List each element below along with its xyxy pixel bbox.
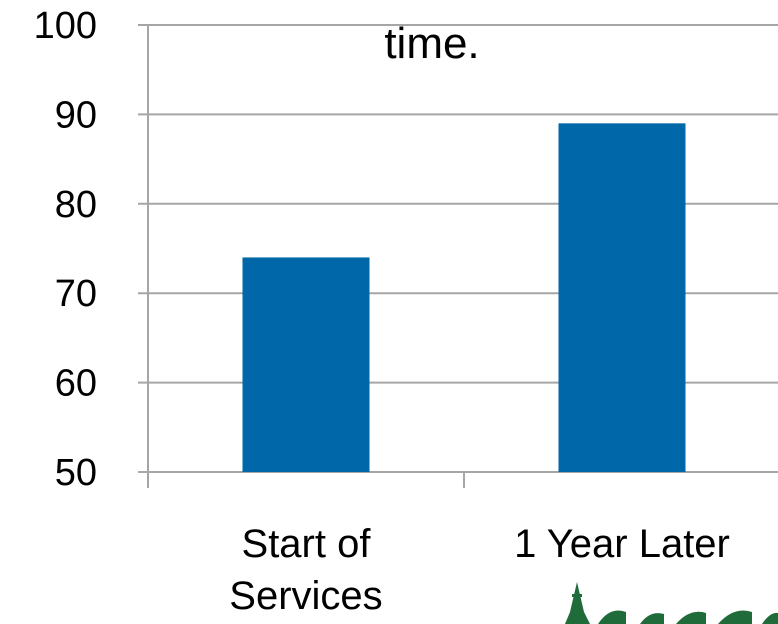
bars [242,123,686,472]
category-labels: Start of Services 1 Year Later [229,522,730,618]
y-tick-labels: 50 60 70 80 90 100 [34,5,97,494]
y-tick-label: 100 [34,5,97,47]
bar [242,257,370,472]
y-tick-label: 80 [55,184,97,226]
y-tick-label: 90 [55,94,97,136]
university-tower-logo [565,573,778,624]
y-tick-label: 70 [55,273,97,315]
axes [147,25,465,488]
y-tick-label: 50 [55,452,97,494]
category-label: Services [229,574,382,618]
bar [558,123,686,472]
chart-title: time. [384,19,479,68]
category-label: 1 Year Later [514,522,730,566]
y-tick-label: 60 [55,363,97,405]
category-label: Start of [242,522,372,566]
